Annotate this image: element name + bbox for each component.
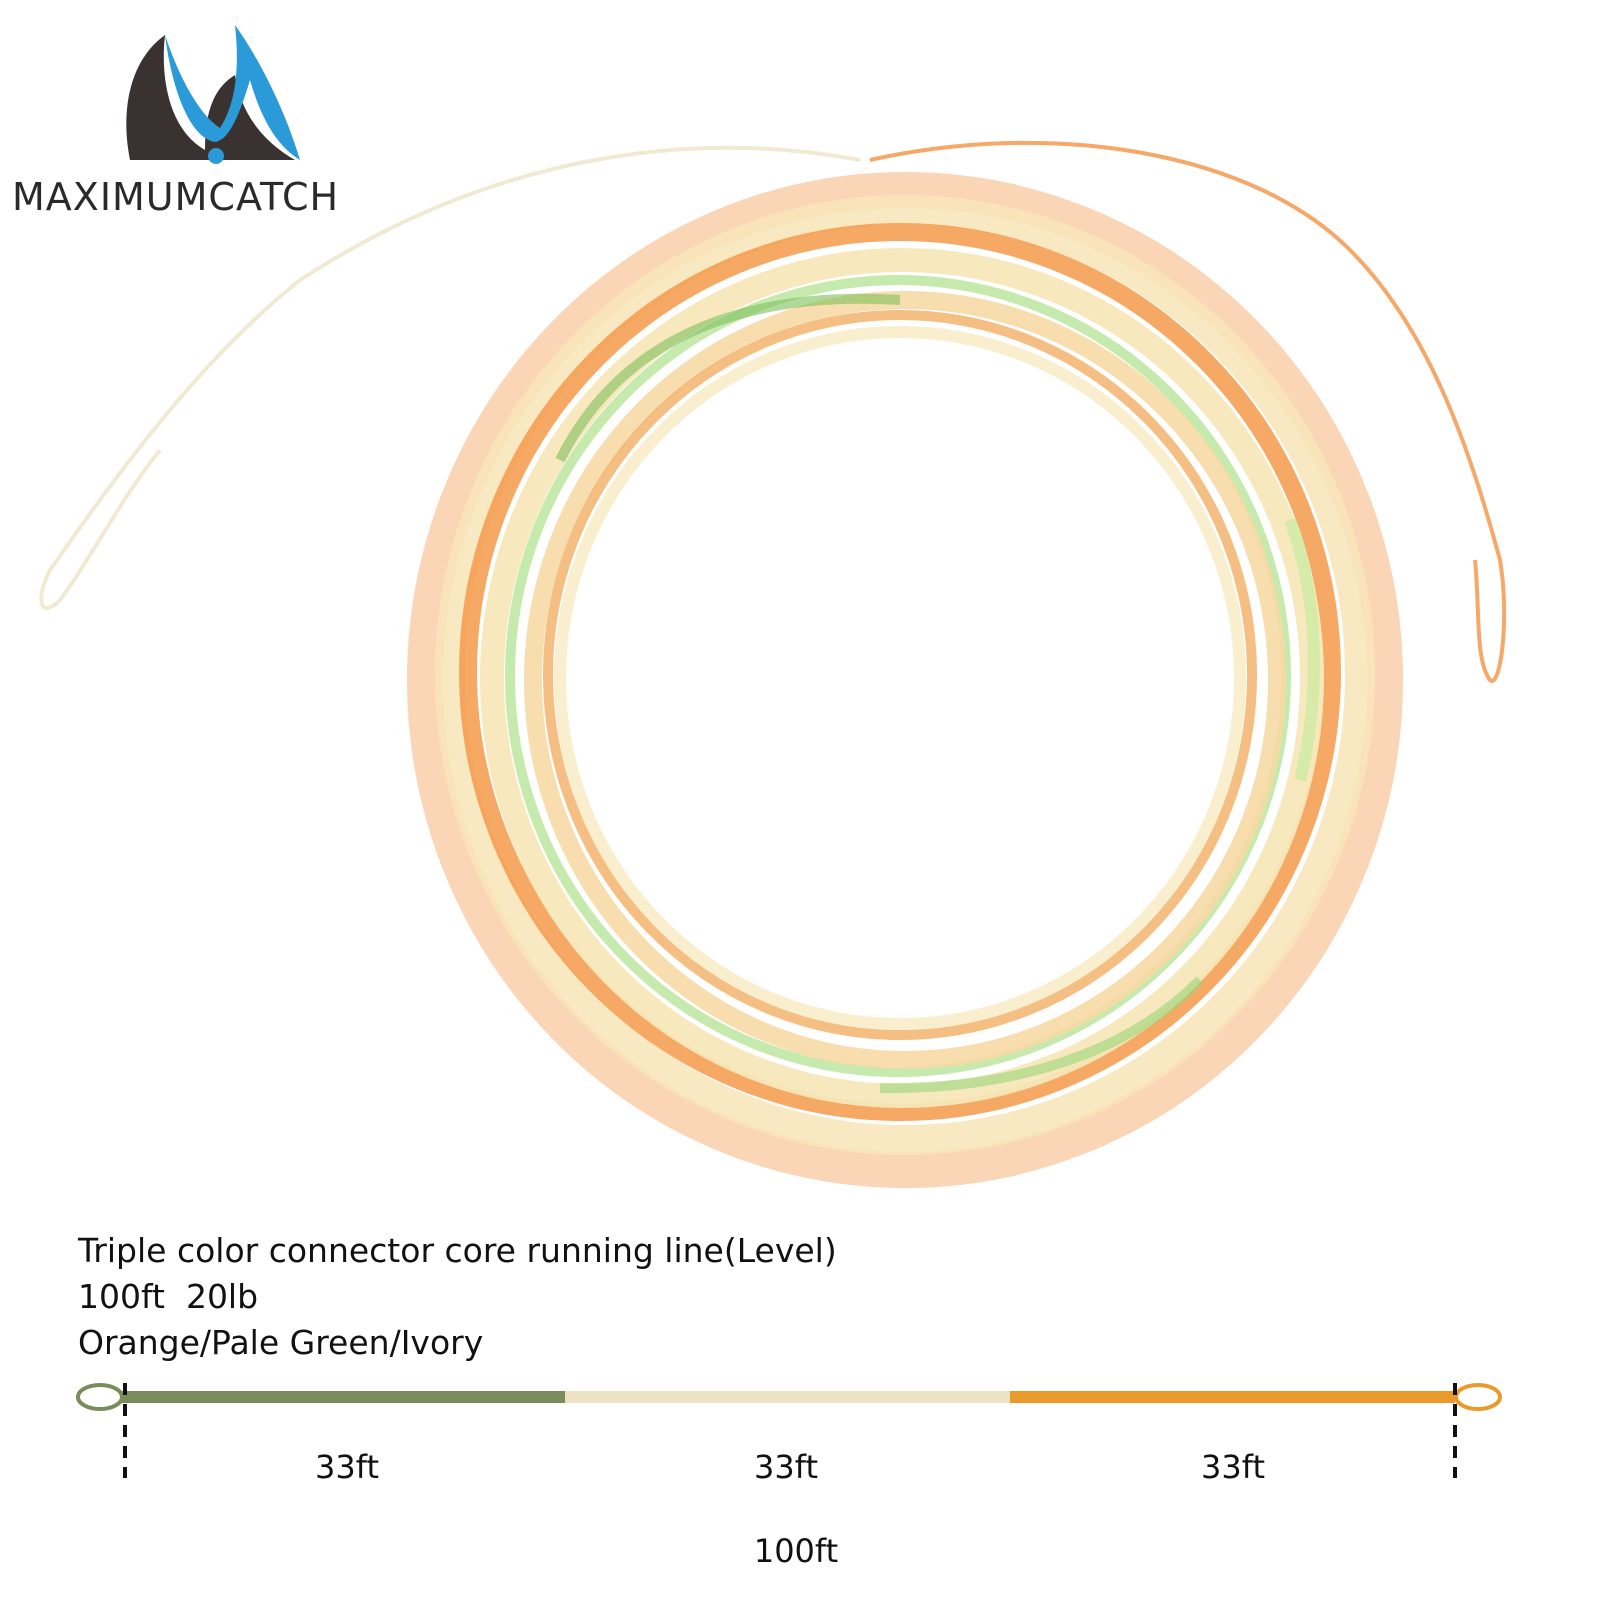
- product-spec: 100ft 20lb: [78, 1277, 259, 1316]
- brand-logo: MAXIMUMCATCH: [10, 20, 410, 220]
- line-diagram: [76, 1383, 1502, 1478]
- right-loop: [1454, 1383, 1502, 1411]
- segment-length-label: 33ft: [315, 1448, 379, 1486]
- ivory-line-end: [39, 145, 861, 610]
- total-length-label: 100ft: [753, 1532, 839, 1570]
- segment-green: [122, 1391, 565, 1403]
- coil: [407, 172, 1403, 1188]
- segment-orange: [1010, 1391, 1455, 1403]
- brand-name: MAXIMUMCATCH: [12, 175, 340, 219]
- segment-ivory: [565, 1391, 1010, 1403]
- left-loop: [76, 1383, 124, 1411]
- product-info: Triple color connector core running line…: [78, 1228, 837, 1366]
- product-title: Triple color connector core running line…: [78, 1231, 837, 1270]
- segment-length-label: 33ft: [754, 1448, 818, 1486]
- coiled-line-photo: [39, 140, 1507, 1188]
- segment-length-label: 33ft: [1201, 1448, 1265, 1486]
- logo-mark-icon: [126, 25, 300, 164]
- product-colors: Orange/Pale Green/Ivory: [78, 1323, 484, 1362]
- orange-line-end: [869, 140, 1507, 683]
